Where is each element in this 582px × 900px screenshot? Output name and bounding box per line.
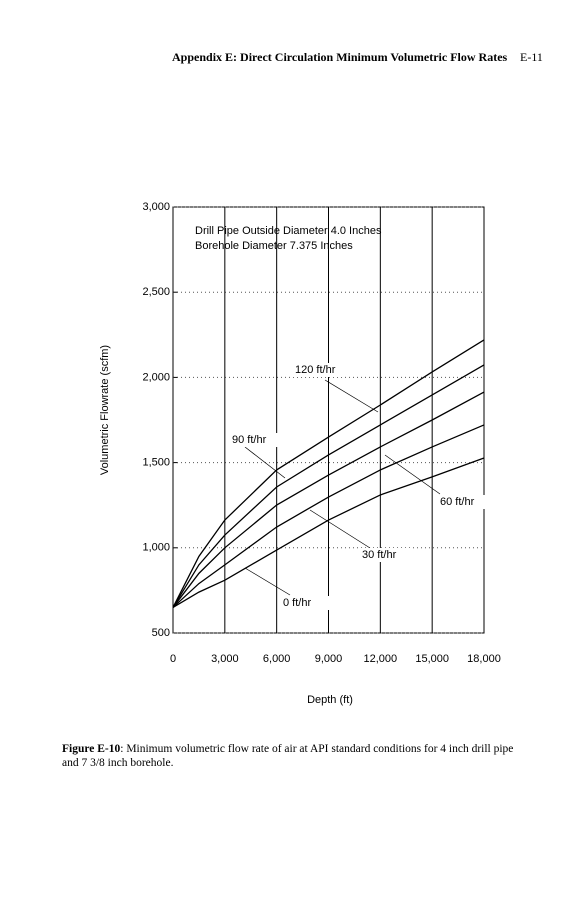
leader-line (244, 567, 291, 596)
series-label: 60 ft/hr (440, 496, 475, 508)
series-line (172, 339, 485, 608)
running-header: Appendix E: Direct Circulation Minimum V… (172, 50, 508, 64)
y-tick-label: 3,000 (142, 201, 170, 213)
x-tick-label: 15,000 (415, 653, 449, 665)
annotation: Drill Pipe Outside Diameter 4.0 Inches (195, 225, 382, 237)
label-bg (281, 596, 331, 610)
series-label: 90 ft/hr (232, 434, 267, 446)
series-label: 0 ft/hr (283, 597, 311, 609)
x-tick-label: 0 (170, 653, 176, 665)
leader-line (309, 509, 371, 549)
series-label: 120 ft/hr (295, 364, 336, 376)
caption-label: Figure E-10 (62, 743, 121, 755)
y-tick-label: 1,500 (142, 457, 170, 469)
leader-line (384, 454, 441, 495)
leader-line (244, 446, 286, 479)
caption: Figure E-10: Minimum volumetric flow rat… (62, 742, 532, 770)
y-tick-label: 2,000 (142, 371, 170, 383)
label-bg (293, 363, 343, 377)
series-line (172, 364, 485, 608)
series-line (172, 457, 485, 608)
series-line (172, 424, 485, 608)
label-bg (438, 495, 488, 509)
y-axis-label: Volumetric Flowrate (scfm) (99, 345, 111, 475)
x-tick-label: 9,000 (315, 653, 343, 665)
annotation: Borehole Diameter 7.375 Inches (195, 240, 353, 252)
x-tick-label: 3,000 (211, 653, 239, 665)
y-tick-label: 1,000 (142, 542, 170, 554)
x-tick-label: 18,000 (467, 653, 501, 665)
caption-text: : Minimum volumetric flow rate of air at… (62, 743, 514, 769)
x-tick-label: 12,000 (364, 653, 398, 665)
y-tick-label: 500 (152, 627, 170, 639)
y-tick-label: 2,500 (142, 286, 170, 298)
chart: Drill Pipe Outside Diameter 4.0 Inches B… (99, 201, 501, 706)
series-label: 30 ft/hr (362, 549, 397, 561)
series-line (172, 391, 485, 608)
x-tick-label: 6,000 (263, 653, 291, 665)
leader-line (324, 379, 379, 413)
page-number: E-11 (520, 50, 543, 64)
label-bg (230, 433, 280, 447)
label-bg (360, 548, 410, 562)
x-axis-label: Depth (ft) (307, 694, 353, 706)
